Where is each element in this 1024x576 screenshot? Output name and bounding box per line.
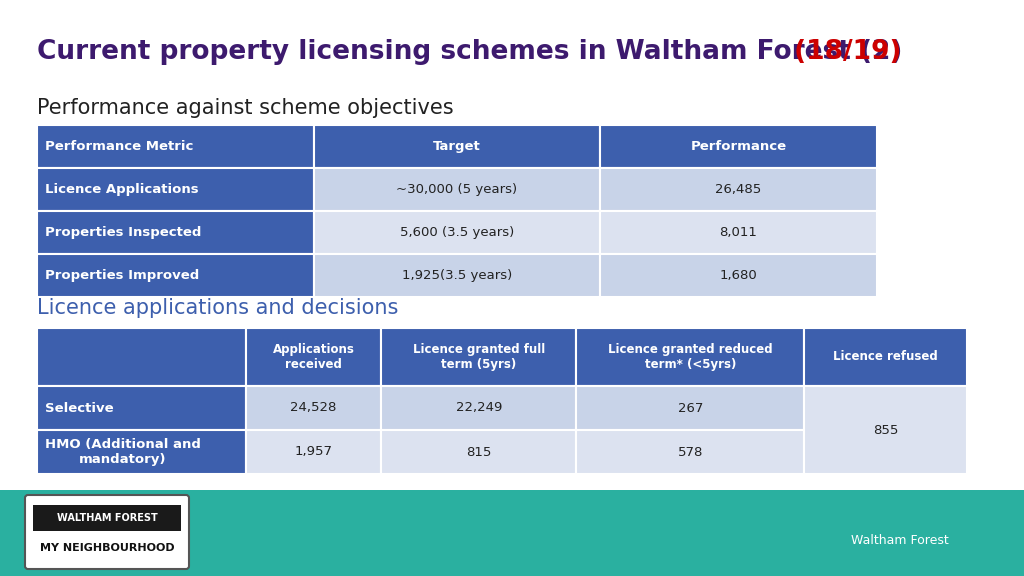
- Bar: [246, 386, 381, 430]
- Bar: [37, 386, 246, 430]
- Text: 24,528: 24,528: [291, 401, 337, 415]
- Bar: [381, 328, 577, 386]
- Bar: [314, 125, 600, 168]
- Bar: [33, 505, 181, 531]
- Text: 815: 815: [466, 445, 492, 458]
- Text: 578: 578: [678, 445, 703, 458]
- Bar: [37, 168, 314, 211]
- Bar: [600, 211, 877, 254]
- Text: WALTHAM FOREST: WALTHAM FOREST: [56, 513, 158, 523]
- Text: Licence applications and decisions: Licence applications and decisions: [37, 298, 398, 318]
- Bar: [577, 328, 804, 386]
- Text: Licence granted full
term (5yrs): Licence granted full term (5yrs): [413, 343, 545, 371]
- Bar: [600, 254, 877, 297]
- Bar: [314, 254, 600, 297]
- Bar: [37, 211, 314, 254]
- Bar: [600, 125, 877, 168]
- Text: Selective: Selective: [45, 401, 114, 415]
- Text: 1,925(3.5 years): 1,925(3.5 years): [401, 269, 512, 282]
- Text: Applications
received: Applications received: [272, 343, 354, 371]
- Bar: [600, 168, 877, 211]
- Bar: [37, 254, 314, 297]
- Bar: [577, 430, 804, 474]
- Bar: [37, 125, 314, 168]
- Bar: [246, 430, 381, 474]
- FancyBboxPatch shape: [25, 495, 189, 569]
- Text: Properties Improved: Properties Improved: [45, 269, 200, 282]
- Text: Licence Applications: Licence Applications: [45, 183, 199, 196]
- Bar: [314, 211, 600, 254]
- Bar: [37, 430, 246, 474]
- Text: Performance: Performance: [690, 140, 786, 153]
- Bar: [246, 328, 381, 386]
- Text: (18/19): (18/19): [785, 39, 901, 65]
- Text: Current property licensing schemes in Waltham Forest (2): Current property licensing schemes in Wa…: [37, 39, 902, 65]
- Bar: [37, 328, 246, 386]
- Text: Performance against scheme objectives: Performance against scheme objectives: [37, 98, 454, 118]
- Text: HMO (Additional and
mandatory): HMO (Additional and mandatory): [45, 438, 201, 466]
- Text: 1,957: 1,957: [295, 445, 333, 458]
- Text: Properties Inspected: Properties Inspected: [45, 226, 202, 239]
- Text: 1,680: 1,680: [720, 269, 758, 282]
- Bar: [314, 168, 600, 211]
- Bar: [577, 386, 804, 430]
- Text: 26,485: 26,485: [716, 183, 762, 196]
- Text: 267: 267: [678, 401, 703, 415]
- Text: MY NEIGHBOURHOOD: MY NEIGHBOURHOOD: [40, 543, 174, 553]
- Text: Target: Target: [433, 140, 481, 153]
- Text: 855: 855: [872, 423, 898, 437]
- Text: Licence granted reduced
term* (<5yrs): Licence granted reduced term* (<5yrs): [608, 343, 773, 371]
- Bar: [381, 430, 577, 474]
- Bar: [381, 386, 577, 430]
- Bar: [0, 490, 1024, 576]
- Text: 5,600 (3.5 years): 5,600 (3.5 years): [400, 226, 514, 239]
- Text: Licence refused: Licence refused: [834, 351, 938, 363]
- Text: 22,249: 22,249: [456, 401, 502, 415]
- Text: Performance Metric: Performance Metric: [45, 140, 194, 153]
- Bar: [804, 328, 967, 386]
- Bar: [804, 386, 967, 474]
- Text: Waltham Forest: Waltham Forest: [851, 535, 949, 548]
- Text: 8,011: 8,011: [720, 226, 758, 239]
- Text: ~30,000 (5 years): ~30,000 (5 years): [396, 183, 517, 196]
